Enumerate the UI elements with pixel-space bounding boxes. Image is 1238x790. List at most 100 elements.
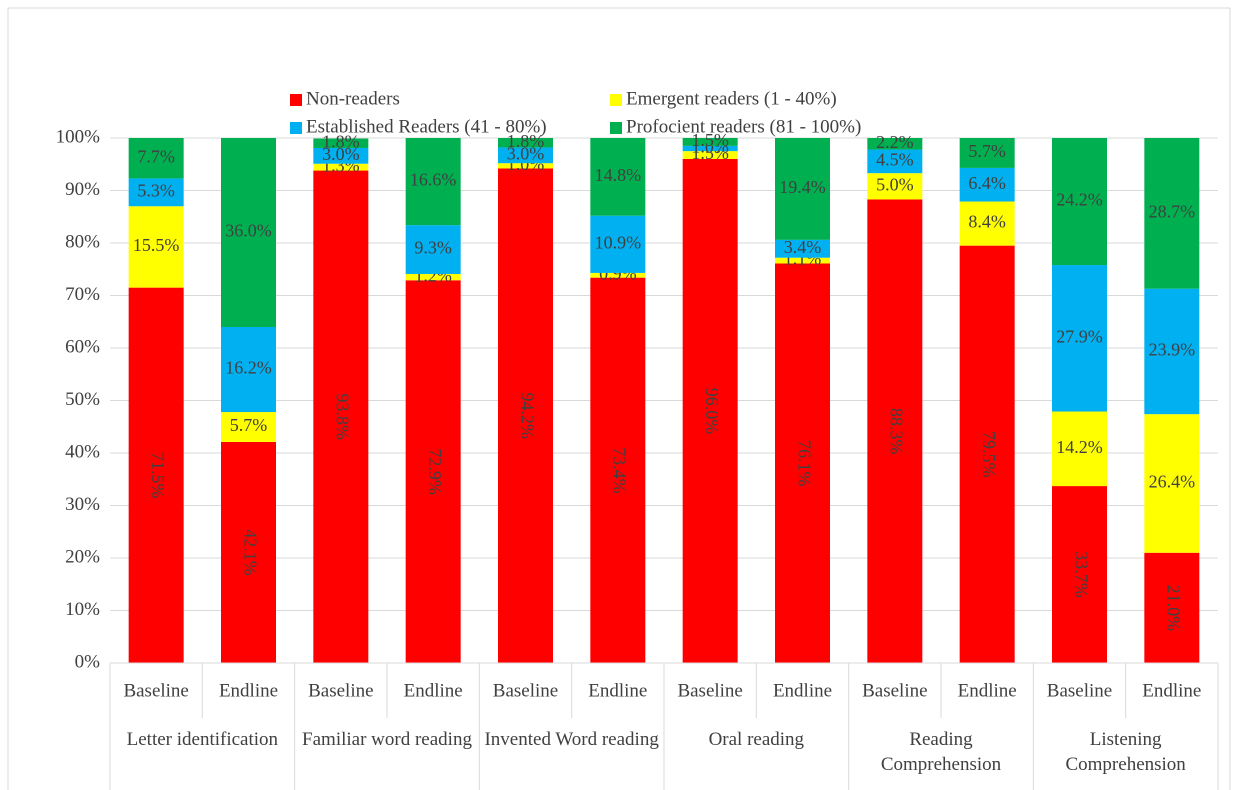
bar-segment [959,201,1015,246]
value-label: 15.5% [133,235,180,255]
value-label: 93.8% [333,394,353,441]
y-tick-label: 10% [65,599,100,620]
bar-segment [313,138,369,148]
value-label: 1.8% [507,131,545,151]
value-label: 33.7% [1071,551,1091,598]
value-label: 3.0% [322,144,360,164]
bar-segment [313,170,369,664]
value-label: 36.0% [225,221,272,241]
bar-segment [498,147,553,164]
value-label: 71.5% [148,452,168,499]
y-tick-label: 100% [56,126,101,147]
bar-segment [128,287,184,663]
bar-segment [221,138,276,327]
y-tick-label: 40% [65,441,100,462]
bar-segment [959,245,1015,663]
bar-segment [1052,411,1107,487]
bar-segment [1144,138,1200,289]
x-tick-label: Baseline [493,680,558,701]
bar-segment [775,239,830,258]
y-tick-label: 70% [65,284,100,305]
legend-swatch [290,94,302,106]
group-label: Oral reading [708,729,805,750]
value-label: 7.7% [137,146,175,166]
value-label: 9.3% [414,238,452,258]
x-tick-label: Endline [958,680,1017,701]
legend-swatch [610,94,622,106]
value-label: 1.5% [691,130,729,150]
bar-segment [867,173,923,200]
bar-segment [775,263,830,663]
value-label: 16.2% [225,358,272,378]
x-tick-label: Baseline [123,680,188,701]
bar-segment [128,178,184,207]
y-tick-label: 0% [75,651,101,672]
bar-segment [867,149,923,174]
value-label: 28.7% [1149,201,1196,221]
value-label: 16.6% [410,170,457,190]
bar-segment [1144,414,1200,553]
value-label: 72.9% [425,448,445,495]
bar-segment [405,273,461,281]
bar-segment [682,151,738,159]
x-tick-label: Endline [773,680,832,701]
bar-segment [405,138,461,226]
value-label: 42.1% [240,529,260,576]
value-label: 94.2% [517,392,537,439]
value-label: 88.3% [887,408,907,455]
value-label: 14.8% [595,165,642,185]
x-tick-label: Baseline [862,680,927,701]
bar-segment [405,225,461,274]
bar-segment [498,163,553,169]
bar-segment [682,138,738,146]
value-label: 21.0% [1164,585,1184,632]
value-label: 3.4% [784,237,822,257]
y-tick-label: 20% [65,546,100,567]
bar-segment [221,327,276,413]
bar-segment [1052,486,1107,663]
value-label: 96.0% [702,388,722,435]
value-label: 1.8% [322,131,360,151]
group-label: Letter identification [126,729,279,750]
y-tick-label: 80% [65,231,100,252]
bar-segment [775,257,830,264]
bar-segment [221,412,276,442]
legend-label: Non-readers [306,88,400,109]
bar-segment [1052,138,1107,266]
value-label: 5.3% [137,180,175,200]
value-label: 5.0% [876,174,914,194]
bar-segment [128,206,184,288]
bar-segment [867,138,923,150]
bar-segment [1144,552,1200,663]
bar-segment [682,145,738,152]
group-label: Listening Comprehension [1065,729,1186,775]
value-label: 10.9% [595,232,642,252]
value-label: 8.4% [968,212,1006,232]
legend-swatch [290,122,302,134]
x-tick-label: Baseline [677,680,742,701]
x-tick-label: Endline [219,680,278,701]
x-tick-label: Baseline [308,680,373,701]
bar-segment [590,272,646,278]
x-tick-label: Endline [1142,680,1201,701]
value-label: 19.4% [779,177,826,197]
bar-segment [959,138,1015,168]
value-label: 2.2% [876,132,914,152]
bar-segment [405,280,461,663]
bar-segment [313,163,369,171]
value-label: 73.4% [610,447,630,494]
bar-segment [590,215,646,273]
chart-border [7,7,1231,790]
bar-segment [590,138,646,216]
bar-segment [1052,265,1107,412]
group-label: Reading Comprehension [880,729,1002,775]
value-label: 6.4% [968,173,1006,193]
legend-label: Emergent readers (1 - 40%) [626,88,837,109]
y-tick-label: 30% [65,494,100,515]
bar-segment [1144,288,1200,415]
bar-segment [867,199,923,664]
value-label: 27.9% [1056,326,1103,346]
group-label: Invented Word reading [484,729,659,750]
